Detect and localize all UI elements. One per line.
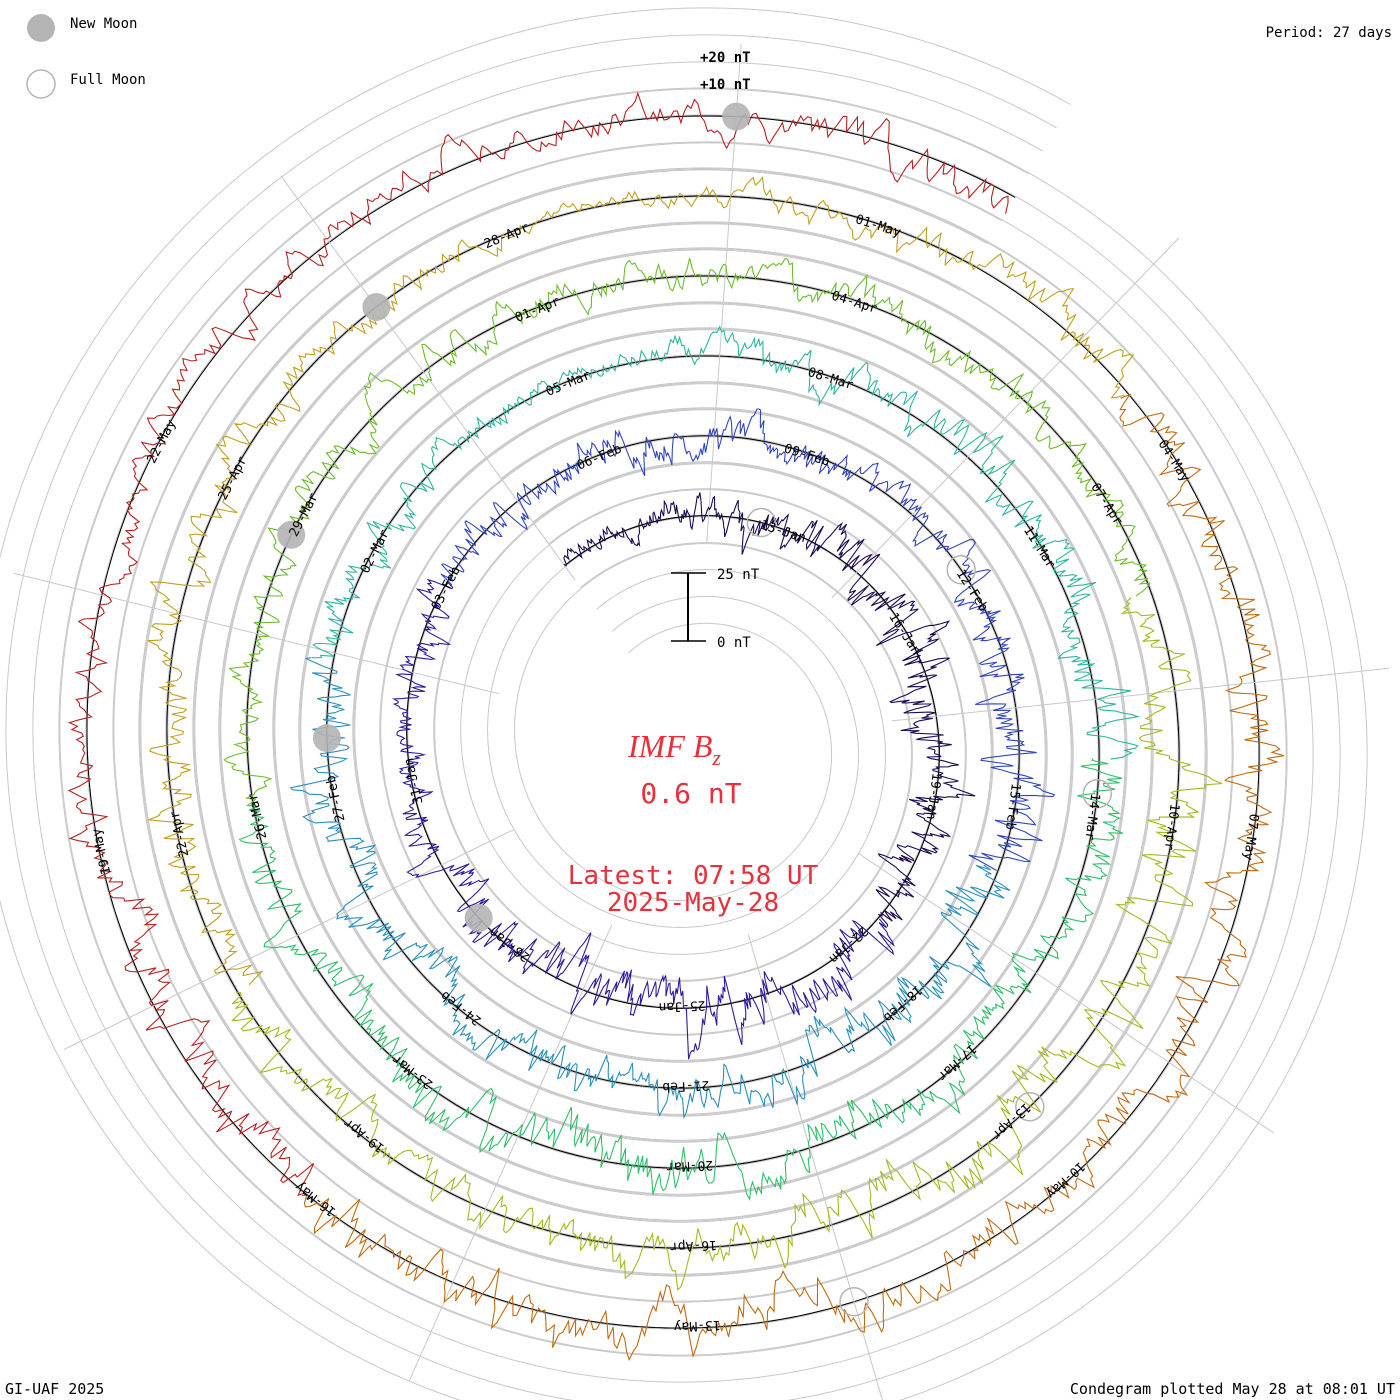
date-label: 16-Jan [885,610,923,658]
grid-spiral [59,88,1287,1356]
bz-trace-segment [238,758,1124,1201]
date-label: 25-Apr [216,454,251,503]
bz-trace-segment [230,597,1223,1291]
top-scale-inner: +10 nT [700,77,751,93]
grid-spiral [113,142,1233,1302]
date-label: 07-May [1240,813,1261,862]
date-label: 16-Apr [669,1237,717,1254]
bz-traces [67,91,1285,1362]
bz-trace-segment [563,492,976,927]
day-spoke [831,237,1180,599]
date-label: 26-Mar [245,791,270,840]
date-label: 19-May [89,827,114,876]
date-label: 21-Feb [662,1077,710,1094]
new-moon-label: New Moon [70,16,137,32]
full-moon-icon [26,69,56,99]
full-moon-marker [1015,1092,1045,1122]
date-label: 13-Jan [758,518,807,546]
date-label: 24-Feb [438,987,485,1027]
grid-spiral [194,223,1152,1221]
date-label: 31-Jan [402,756,427,805]
day-spoke [858,853,1274,1134]
center-latest: Latest: 07:58 UT [568,861,819,891]
date-label: 07-Apr [1087,481,1125,529]
date-label: 19-Jan [923,772,944,820]
date-labels: 13-Jan16-Jan19-Jan22-Jan25-Jan28-Jan31-J… [89,212,1261,1334]
date-label: 27-Feb [324,774,349,823]
date-label: 22-Apr [167,809,192,858]
date-label: 10-Apr [1161,803,1182,852]
new-moon-marker [464,903,493,932]
full-moon-marker [839,1286,869,1317]
full-moon-marker [746,507,777,538]
date-label: 06-Feb [575,442,624,474]
date-label: 01-May [853,212,902,240]
date-label: 03-Feb [429,564,464,613]
date-label: 08-Mar [806,365,855,393]
day-spoke [747,934,883,1400]
bz-trace-segment [289,656,1011,1120]
bz-trace-segment [146,176,1135,986]
date-label: 02-Mar [358,527,393,576]
day-spoke [891,667,1390,722]
footer-left: GI-UAF 2025 [5,1380,104,1398]
full-moon-marker [1082,778,1113,809]
date-label: 11-Mar [1020,524,1058,572]
bz-trace-segment [223,257,1151,806]
grid-spiral [140,169,1206,1275]
date-label: 13-May [673,1317,721,1334]
period-label: Period: 27 days [1266,25,1392,41]
bz-trace-segment [391,578,895,1060]
footer-right: Condegram plotted May 28 at 08:01 UT [1070,1380,1395,1398]
moon-markers [277,102,1113,1317]
scale-bar: 25 nT 0 nT [671,567,760,651]
top-scale-outer: +20 nT [700,50,751,66]
grid-spiral [167,196,1179,1248]
date-label: 16-May [292,1178,339,1218]
date-label: 04-Apr [830,289,879,317]
new-moon-marker [312,724,341,753]
day-spoke [13,572,500,695]
bz-trace-segment [440,408,1056,871]
radial-grid [0,7,1368,1400]
date-label: 28-Apr [482,220,531,252]
bz-trace-segment [311,325,1141,760]
new-moon-icon [27,14,55,42]
grid-spiral [0,7,1368,1400]
bz-trace-segment [67,91,1009,1196]
day-spoke [63,829,514,1050]
date-label: 04-May [1155,437,1193,485]
day-spoke [280,175,576,581]
new-moon-marker [277,520,306,549]
full-moon-label: Full Moon [70,72,146,88]
baseline-spiral [86,115,1260,1329]
grid-spiral [32,61,1314,1383]
date-label: 14-Mar [1081,792,1102,841]
date-label: 18-Feb [880,982,925,1025]
full-moon-marker [946,554,976,585]
center-title: IMF Bz [627,728,721,770]
date-label: 17-Mar [934,1041,979,1084]
bz-trace-segment [302,393,1285,1362]
date-label: 15-Feb [1002,782,1023,831]
date-label: 19-Apr [341,1115,388,1155]
center-value: 0.6 nT [640,777,741,810]
date-label: 01-Apr [513,294,562,326]
scale-bar-bottom: 0 nT [717,635,751,651]
date-label: 25-Jan [658,997,706,1014]
new-moon-marker [722,102,751,131]
new-moon-marker [362,293,391,321]
scale-bar-top: 25 nT [717,567,760,583]
date-label: 20-Mar [666,1157,714,1174]
center-date: 2025-May-28 [607,888,779,918]
grid-spiral [5,34,1341,1400]
day-spoke [408,924,613,1382]
